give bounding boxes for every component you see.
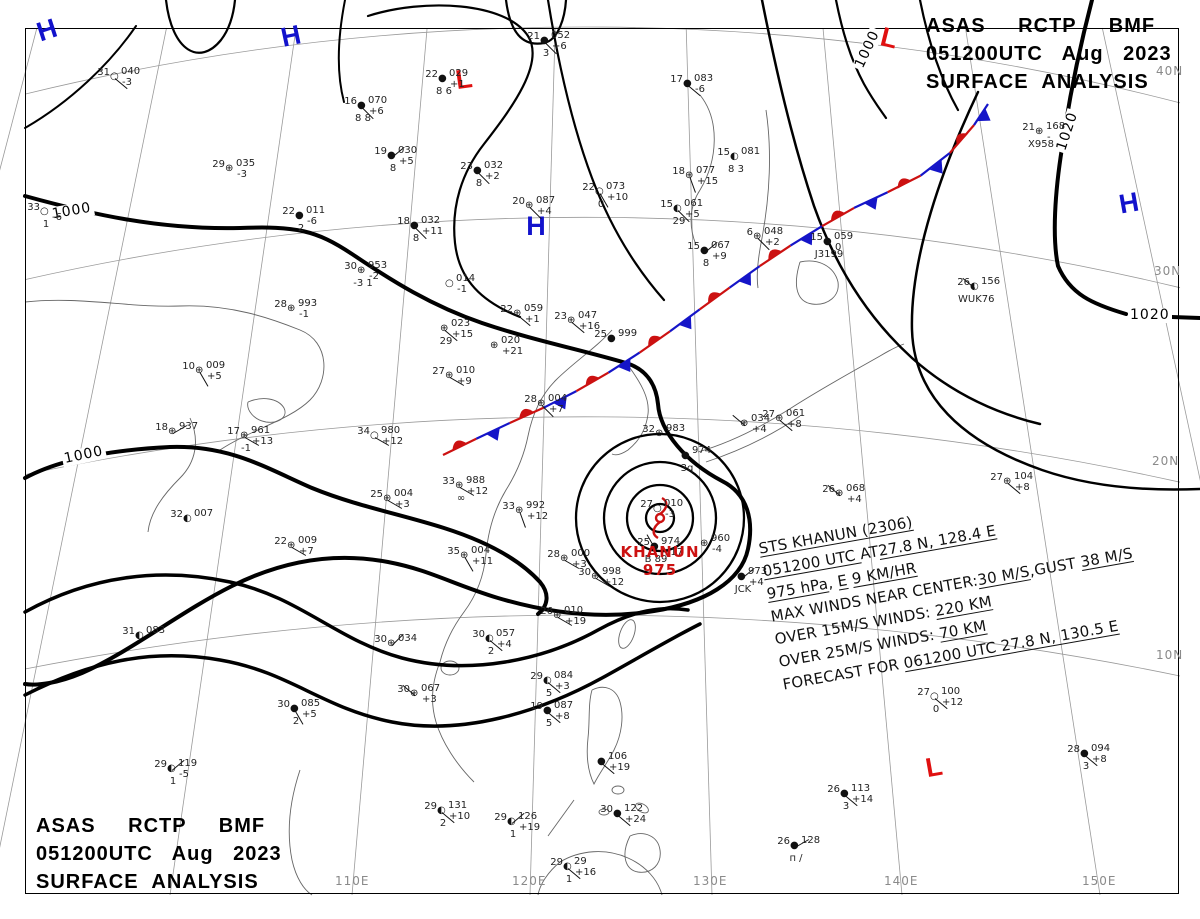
front-segment-cold xyxy=(919,152,951,177)
island-outline xyxy=(635,802,649,814)
warm-front-semicircle-icon xyxy=(708,292,722,304)
isobar xyxy=(918,0,960,112)
front-segment-cold xyxy=(669,308,701,333)
cold-front-triangle-icon xyxy=(977,108,991,122)
isobar xyxy=(760,0,1042,426)
isobar xyxy=(23,622,702,728)
isobar xyxy=(366,4,534,319)
front-segment-cold xyxy=(607,351,641,374)
warm-front-semicircle-icon xyxy=(956,133,968,146)
isobar xyxy=(23,573,690,668)
coastline xyxy=(147,417,196,533)
coastline xyxy=(559,851,663,896)
front-segment-cold xyxy=(973,103,989,126)
isobar xyxy=(23,444,549,616)
title-line-agency: ASAS RCTP BMF xyxy=(926,15,1156,37)
typhoon-name: KHANUN xyxy=(620,543,700,561)
isobar xyxy=(23,194,753,687)
chart-title-top-right: ASAS RCTP BMF 051200UTC Aug 2023 SURFACE… xyxy=(926,12,1172,96)
warm-front-semicircle-icon xyxy=(831,210,845,221)
cold-front-triangle-icon xyxy=(486,427,500,441)
cold-front-triangle-icon xyxy=(553,396,567,410)
title-line-datetime: 051200UTC Aug 2023 xyxy=(36,843,282,865)
cold-front-triangle-icon xyxy=(678,316,692,330)
front-segment-warm xyxy=(509,406,544,425)
front-segment-warm xyxy=(442,437,477,456)
isobar xyxy=(504,0,568,45)
isobar xyxy=(164,0,237,54)
front-segment-cold xyxy=(543,390,577,409)
coastline xyxy=(247,398,286,423)
front-segment-cold xyxy=(475,422,511,440)
cold-front-triangle-icon xyxy=(738,272,751,286)
coastline xyxy=(697,343,905,453)
typhoon-isobar-ring xyxy=(574,432,746,604)
island-outline xyxy=(611,785,625,795)
island-outline xyxy=(440,660,460,676)
island-outline xyxy=(598,808,610,816)
longitude-line xyxy=(965,27,1101,896)
latitude-line xyxy=(24,26,1181,104)
typhoon-central-pressure: 975 xyxy=(642,561,678,579)
title-line-type: SURFACE ANALYSIS xyxy=(36,871,259,893)
coastline xyxy=(432,329,613,783)
isobar xyxy=(337,0,346,103)
coastline xyxy=(547,799,575,837)
coastline xyxy=(705,415,801,463)
longitude-line xyxy=(685,27,713,896)
coastline xyxy=(624,833,661,873)
isobar xyxy=(910,90,1200,491)
longitude-line xyxy=(1101,27,1200,482)
front-segment-warm xyxy=(759,244,792,268)
cold-front-triangle-icon xyxy=(799,231,813,246)
typhoon-isobar-ring xyxy=(644,502,676,534)
coastline xyxy=(24,299,325,451)
island-outline xyxy=(618,619,636,649)
warm-front-semicircle-icon xyxy=(648,335,662,347)
longitude-line xyxy=(822,27,903,896)
cold-front-triangle-icon xyxy=(929,160,943,174)
warm-front-semicircle-icon xyxy=(897,178,912,189)
isobar xyxy=(546,0,666,302)
coastline xyxy=(690,94,715,246)
coastline xyxy=(537,861,561,896)
title-line-agency: ASAS RCTP BMF xyxy=(36,815,266,837)
coastline xyxy=(756,109,770,289)
coastline xyxy=(586,686,623,786)
cold-front-triangle-icon xyxy=(864,196,878,210)
isobar xyxy=(834,0,888,120)
warm-front-semicircle-icon xyxy=(768,249,782,261)
typhoon-name-label: KHANUN 975 xyxy=(618,543,702,579)
longitude-line xyxy=(529,27,556,896)
title-line-type: SURFACE ANALYSIS xyxy=(926,71,1149,93)
warm-front-semicircle-icon xyxy=(585,375,600,387)
longitude-line xyxy=(351,27,428,896)
front-segment-warm xyxy=(699,286,731,311)
typhoon-isobar-ring xyxy=(625,483,695,553)
warm-front-semicircle-icon xyxy=(519,408,534,419)
cold-front-triangle-icon xyxy=(618,358,631,372)
coastline xyxy=(796,260,839,305)
isobar xyxy=(1052,0,1128,316)
map-frame xyxy=(25,28,1179,894)
title-line-datetime: 051200UTC Aug 2023 xyxy=(926,43,1172,65)
latitude-line xyxy=(24,216,1181,289)
front-segment-warm xyxy=(821,206,855,228)
isobar xyxy=(1170,315,1200,320)
warm-front-semicircle-icon xyxy=(452,440,467,451)
coastline xyxy=(288,769,313,896)
isobar xyxy=(24,25,137,129)
typhoon-isobar-ring xyxy=(602,460,718,576)
chart-title-bottom-left: ASAS RCTP BMF 051200UTC Aug 2023 SURFACE… xyxy=(36,812,282,896)
longitude-line xyxy=(169,27,297,896)
tropical-cyclone-icon xyxy=(652,496,668,540)
